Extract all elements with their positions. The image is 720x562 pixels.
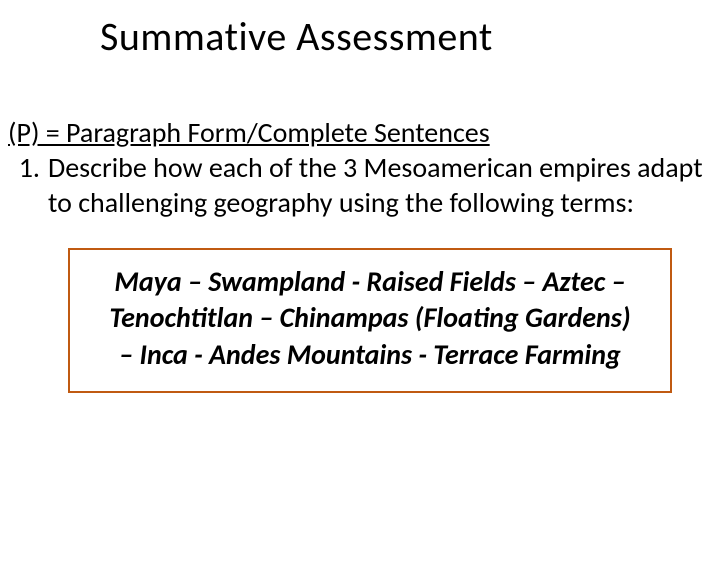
question-number: 1. [8, 150, 48, 220]
question-item: 1. Describe how each of the 3 Mesoameric… [8, 150, 712, 220]
legend-line: (P) = Paragraph Form/Complete Sentences [8, 115, 712, 150]
question-text: Describe how each of the 3 Mesoamerican … [48, 150, 712, 220]
terms-box: Maya – Swampland - Raised Fields – Aztec… [68, 248, 672, 393]
content-region: (P) = Paragraph Form/Complete Sentences … [0, 61, 720, 393]
page-title: Summative Assessment [0, 0, 720, 61]
